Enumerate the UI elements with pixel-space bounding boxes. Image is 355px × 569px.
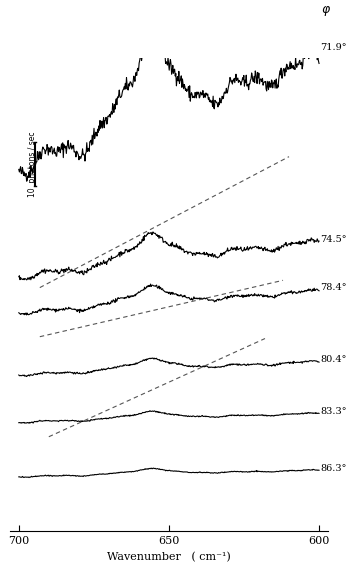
Text: 74.5°: 74.5°: [321, 236, 347, 244]
Text: $\varphi$: $\varphi$: [321, 4, 331, 18]
Text: 10  photons / sec: 10 photons / sec: [28, 131, 37, 197]
Text: 78.4°: 78.4°: [321, 283, 347, 292]
Text: 80.4°: 80.4°: [321, 355, 347, 364]
Text: 71.9°: 71.9°: [321, 43, 347, 52]
X-axis label: Wavenumber   ( cm⁻¹): Wavenumber ( cm⁻¹): [107, 552, 231, 562]
Text: 83.3°: 83.3°: [321, 407, 347, 416]
Text: 86.3°: 86.3°: [321, 464, 347, 473]
